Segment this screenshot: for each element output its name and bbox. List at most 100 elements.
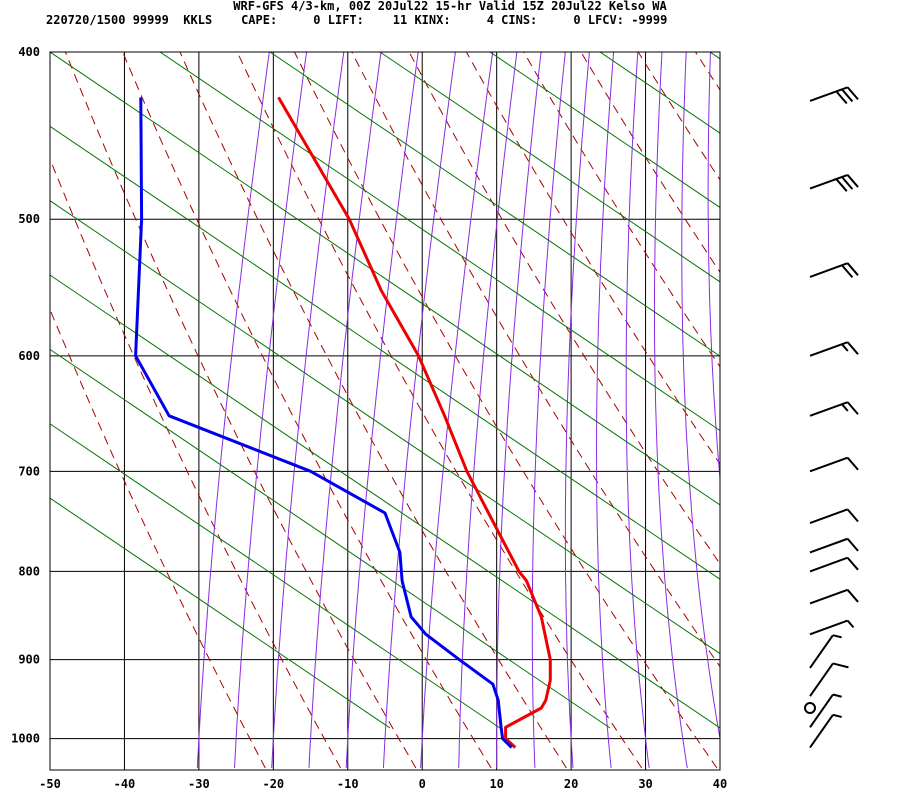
moist-adiabat xyxy=(420,52,494,769)
moist-adiabat xyxy=(625,52,650,769)
barb-feather xyxy=(841,264,854,279)
barb-feather xyxy=(846,174,859,188)
x-tick-label: 0 xyxy=(419,777,426,791)
moist-adiabat xyxy=(345,52,419,769)
dry-adiabat xyxy=(867,52,900,768)
barb-feather xyxy=(832,634,842,639)
barb-staff xyxy=(809,86,848,102)
moist-adiabat xyxy=(707,52,720,484)
dry-adiabat xyxy=(179,52,567,769)
moist-adiabat xyxy=(681,52,720,742)
barb-feather xyxy=(841,403,849,412)
barb-feather xyxy=(846,401,859,415)
barb-staff xyxy=(809,537,848,554)
temperature-profile xyxy=(277,96,552,749)
wind-barb xyxy=(809,713,842,749)
moist-adiabat xyxy=(496,52,542,768)
x-tick-label: -50 xyxy=(39,777,61,791)
barb-feather xyxy=(841,176,854,190)
wind-barb xyxy=(809,508,859,524)
axis-labels: -50 -40 -30 -20 -10 0 10 20 30 40 400 500 600 700 800 9… xyxy=(11,45,727,791)
wind-barb xyxy=(809,556,859,573)
dry-adiabat xyxy=(50,308,266,769)
wind-barbs xyxy=(804,86,859,749)
barb-feather xyxy=(846,538,859,552)
wind-barb xyxy=(809,173,859,192)
mixing-ratio-line xyxy=(50,274,720,729)
wind-barb xyxy=(809,86,859,105)
moist-adiabat xyxy=(234,52,308,769)
mixing-ratio-line xyxy=(50,497,391,729)
x-tick-label: 30 xyxy=(638,777,652,791)
barb-feather xyxy=(832,662,849,669)
moist-adiabat xyxy=(531,52,566,769)
moist-adiabat xyxy=(564,52,590,769)
barb-staff xyxy=(809,341,848,357)
barb-feather xyxy=(846,557,859,571)
barb-staff xyxy=(809,401,848,417)
dry-adiabat xyxy=(294,52,718,769)
barb-feather xyxy=(846,262,859,276)
pressure-tick-label: 1000 xyxy=(11,732,40,746)
chart-header-line-2: 220720/1500 99999 KKLS CAPE: 0 LIFT: 11 … xyxy=(46,13,668,27)
wind-barb xyxy=(809,619,855,636)
dry-adiabat xyxy=(122,52,492,769)
x-tick-label: 40 xyxy=(713,777,727,791)
wind-barb xyxy=(809,588,859,605)
moist-adiabat xyxy=(654,52,688,769)
mixing-ratio-line xyxy=(50,125,720,580)
moist-adiabat xyxy=(595,52,615,769)
wind-barb xyxy=(809,662,849,697)
barb-staff xyxy=(809,693,834,728)
dry-adiabat xyxy=(408,52,720,565)
mixing-ratio-line xyxy=(50,348,611,729)
barb-feather xyxy=(846,589,859,603)
moist-adiabat xyxy=(308,52,382,769)
moist-adiabat xyxy=(458,52,518,769)
dry-adiabat xyxy=(50,157,342,769)
barb-feather xyxy=(835,90,848,105)
barb-feather xyxy=(832,713,842,718)
barb-staff xyxy=(809,556,848,573)
barb-feather xyxy=(846,508,859,523)
mixing-ratio-line xyxy=(709,52,720,60)
dry-adiabat xyxy=(351,52,720,668)
barb-staff xyxy=(809,714,834,749)
barb-feather xyxy=(846,341,859,355)
plot-frame xyxy=(49,51,721,771)
pressure-tick-label: 700 xyxy=(18,464,40,478)
barb-feather xyxy=(841,343,849,352)
pressure-tick-label: 500 xyxy=(18,212,40,226)
background-lines xyxy=(50,52,900,770)
pressure-tick-label: 400 xyxy=(18,45,40,59)
pressure-tick-label: 600 xyxy=(18,349,40,363)
mixing-ratio-line xyxy=(50,423,501,729)
x-tick-label: -20 xyxy=(262,777,284,791)
wind-barb xyxy=(809,537,859,554)
wind-barb xyxy=(809,341,859,357)
barb-feather xyxy=(841,88,854,103)
barb-feather xyxy=(832,693,842,698)
barb-feather xyxy=(846,619,855,629)
wind-barb xyxy=(804,702,816,715)
mixing-ratio-line xyxy=(50,200,720,655)
barb-staff xyxy=(809,262,848,278)
series-lines xyxy=(134,96,552,749)
dewpoint-profile xyxy=(134,97,513,749)
moist-adiabat xyxy=(271,52,345,769)
barb-staff xyxy=(809,588,848,605)
barb-feather xyxy=(846,457,859,471)
dry-adiabat xyxy=(695,52,720,91)
wind-barb xyxy=(809,262,859,279)
x-tick-label: -30 xyxy=(188,777,210,791)
barb-feather xyxy=(835,178,848,192)
wind-barb xyxy=(809,634,842,669)
barb-staff xyxy=(809,456,848,473)
barb-staff xyxy=(809,662,834,697)
mixing-ratio-line xyxy=(50,52,720,506)
moist-adiabat xyxy=(382,52,456,769)
plot-background xyxy=(50,52,720,770)
barb-staff xyxy=(809,173,848,190)
barb-staff xyxy=(809,634,834,669)
